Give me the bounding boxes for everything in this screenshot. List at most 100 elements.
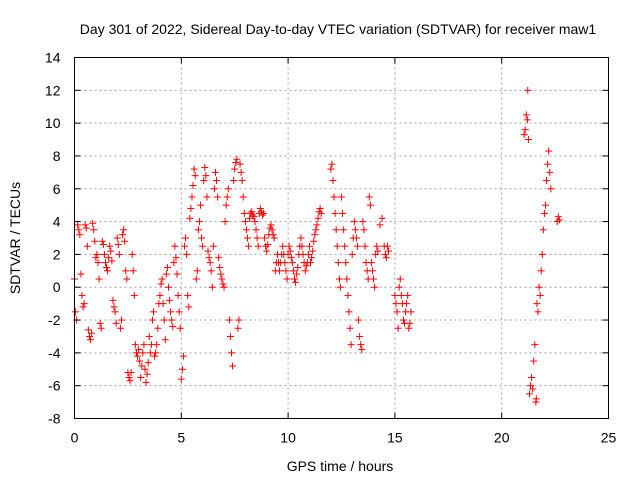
x-tick-label: 10 xyxy=(280,430,296,446)
data-point xyxy=(189,181,197,189)
data-point xyxy=(241,218,249,226)
data-point xyxy=(143,370,151,378)
data-point xyxy=(352,234,360,242)
data-point xyxy=(287,254,295,262)
grid-layer xyxy=(74,57,609,419)
data-point xyxy=(328,160,336,168)
data-point xyxy=(348,250,356,258)
data-point xyxy=(202,172,210,180)
data-point xyxy=(136,357,144,365)
data-point xyxy=(394,324,402,332)
data-point xyxy=(90,226,98,234)
x-tick-label: 25 xyxy=(601,430,617,446)
data-point xyxy=(292,278,300,286)
data-point xyxy=(126,377,134,385)
data-point xyxy=(80,300,88,308)
data-point xyxy=(286,247,294,255)
data-point xyxy=(404,291,412,299)
data-point xyxy=(269,231,277,239)
data-point xyxy=(370,275,378,283)
data-point xyxy=(226,332,234,340)
data-point xyxy=(305,242,313,250)
data-point xyxy=(176,324,184,332)
data-point xyxy=(128,250,136,258)
data-point xyxy=(520,131,528,139)
data-point xyxy=(175,308,183,316)
data-point xyxy=(181,242,189,250)
axis-ticks xyxy=(74,57,609,419)
data-point xyxy=(539,226,547,234)
data-point xyxy=(334,259,342,267)
data-point xyxy=(171,242,179,250)
data-point xyxy=(378,214,386,222)
data-point xyxy=(297,234,305,242)
data-point xyxy=(525,390,533,398)
data-point xyxy=(72,308,80,316)
x-tick-label: 20 xyxy=(494,430,510,446)
data-point xyxy=(167,308,175,316)
data-point xyxy=(123,275,131,283)
data-point xyxy=(359,218,367,226)
data-point xyxy=(329,177,337,185)
data-point xyxy=(154,324,162,332)
data-point xyxy=(169,323,177,331)
data-point xyxy=(238,177,246,185)
data-point xyxy=(219,280,227,288)
data-point xyxy=(75,226,83,234)
data-point xyxy=(131,341,139,349)
data-point xyxy=(342,259,350,267)
data-point xyxy=(197,201,205,209)
data-point xyxy=(341,242,349,250)
y-tick-label: 14 xyxy=(45,50,61,66)
data-point xyxy=(201,163,209,171)
data-point xyxy=(351,226,359,234)
data-point xyxy=(97,324,105,332)
data-point xyxy=(391,291,399,299)
data-point xyxy=(94,259,102,267)
data-point xyxy=(108,257,116,265)
data-point xyxy=(291,275,299,283)
data-point xyxy=(172,254,180,262)
data-point xyxy=(119,231,127,239)
data-point xyxy=(283,275,291,283)
data-point xyxy=(343,275,351,283)
data-point xyxy=(547,185,555,193)
data-point xyxy=(115,250,123,258)
data-point xyxy=(140,341,148,349)
y-tick-label: 6 xyxy=(53,181,61,197)
data-point xyxy=(187,204,195,212)
data-point xyxy=(381,250,389,258)
y-axis-label: SDTVAR / TECUs xyxy=(7,182,23,294)
data-point xyxy=(405,324,413,332)
data-point xyxy=(357,341,365,349)
data-point xyxy=(145,332,153,340)
data-point xyxy=(144,359,152,367)
data-point xyxy=(314,214,322,222)
data-point xyxy=(211,168,219,176)
data-point xyxy=(268,226,276,234)
data-point xyxy=(231,165,239,173)
data-point xyxy=(235,316,243,324)
data-point xyxy=(250,213,258,221)
data-point xyxy=(130,291,138,299)
data-point xyxy=(288,259,296,267)
data-point xyxy=(77,270,85,278)
data-point xyxy=(93,250,101,258)
data-point xyxy=(396,275,404,283)
data-point xyxy=(310,237,318,245)
data-point xyxy=(264,241,272,249)
data-point xyxy=(195,218,203,226)
data-point xyxy=(74,221,82,229)
data-point xyxy=(214,193,222,201)
chart-title: Day 301 of 2022, Sidereal Day-to-day VTE… xyxy=(80,21,597,37)
data-point xyxy=(382,254,390,262)
data-point xyxy=(356,332,364,340)
data-point xyxy=(282,267,290,275)
data-point xyxy=(191,172,199,180)
data-point xyxy=(361,242,369,250)
data-point xyxy=(138,362,146,370)
data-point xyxy=(178,365,186,373)
data-point xyxy=(397,291,405,299)
data-point xyxy=(229,362,237,370)
data-point xyxy=(198,234,206,242)
